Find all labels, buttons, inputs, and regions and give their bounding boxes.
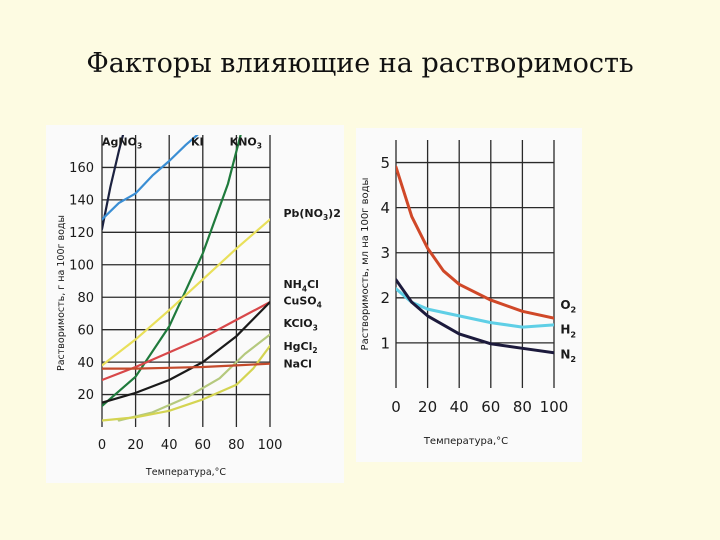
x-tick-label: 80 bbox=[228, 438, 245, 453]
y-tick-label: 40 bbox=[77, 356, 94, 371]
x-tick-label: 60 bbox=[481, 398, 500, 416]
series-label-NH4Cl: NH4Cl bbox=[283, 278, 318, 293]
solids-solubility-chart-panel: 0 20 40 60 80 100 20 40 60 80 100 120 140 160 Температ… bbox=[46, 125, 344, 483]
y-tick-label: 80 bbox=[77, 291, 94, 306]
series-line-NaCl bbox=[102, 362, 270, 370]
series-lines bbox=[396, 165, 554, 355]
y-tick-label: 4 bbox=[380, 199, 390, 217]
x-tick-label: 20 bbox=[418, 398, 437, 416]
y-axis-label: Растворимость, мл на 100г воды bbox=[360, 178, 371, 351]
series-line-CuSO4 bbox=[102, 301, 270, 404]
series-line-KI bbox=[102, 135, 199, 221]
series-label-Pb(NO3)2: Pb(NO3)2 bbox=[283, 207, 340, 222]
series-line-Pb(NO3)2 bbox=[102, 218, 270, 367]
series-line-KClO3 bbox=[117, 333, 270, 422]
x-tick-label: 60 bbox=[195, 438, 212, 453]
series-line-AgNO3 bbox=[102, 135, 125, 231]
x-tick-label: 80 bbox=[513, 398, 532, 416]
y-tick-label: 100 bbox=[69, 258, 94, 273]
x-axis-label: Температура,°C bbox=[423, 436, 508, 447]
series-label-NaCl: NaCl bbox=[283, 358, 311, 371]
y-tick-label: 5 bbox=[380, 154, 390, 172]
y-axis-label: Растворимость, г на 100г воды bbox=[56, 215, 67, 371]
x-axis-label: Температура,°C bbox=[145, 467, 226, 478]
series-line-KNO3 bbox=[102, 135, 242, 407]
series-label-AgNO3: AgNO3 bbox=[102, 135, 142, 150]
series-label-KClO3: KClO3 bbox=[283, 317, 317, 332]
solids-solubility-chart: 0 20 40 60 80 100 20 40 60 80 100 120 140 160 Температ… bbox=[56, 135, 341, 478]
slide-title: Факторы влияющие на растворимость bbox=[86, 48, 634, 79]
series-line-O2 bbox=[396, 165, 554, 320]
y-tick-label: 2 bbox=[380, 289, 390, 307]
x-tick-label: 100 bbox=[540, 398, 569, 416]
x-tick-label: 0 bbox=[391, 398, 401, 416]
gases-solubility-chart: 0 20 40 60 80 100 1 2 3 4 5 Температура,°C Растворим… bbox=[360, 140, 576, 447]
series-label-CuSO4: CuSO4 bbox=[283, 294, 321, 309]
y-tick-label: 160 bbox=[69, 161, 94, 176]
y-tick-label: 140 bbox=[69, 194, 94, 209]
y-tick-label: 60 bbox=[77, 323, 94, 338]
y-tick-label: 3 bbox=[380, 244, 390, 262]
series-line-N2 bbox=[396, 278, 554, 355]
series-label-H2: H2 bbox=[560, 323, 576, 340]
x-tick-label: 40 bbox=[161, 438, 178, 453]
x-tick-label: 100 bbox=[258, 438, 283, 453]
series-label-KI: KI bbox=[191, 135, 204, 148]
x-tick-label: 40 bbox=[450, 398, 469, 416]
gases-solubility-chart-panel: 0 20 40 60 80 100 1 2 3 4 5 Температура,°C Растворим… bbox=[356, 128, 582, 462]
series-label-KNO3: KNO3 bbox=[230, 135, 262, 150]
series-label-N2: N2 bbox=[560, 348, 576, 365]
y-tick-label: 20 bbox=[77, 388, 94, 403]
series-lines bbox=[102, 135, 270, 422]
series-label-HgCl2: HgCl2 bbox=[283, 340, 317, 355]
x-tick-label: 0 bbox=[98, 438, 106, 453]
series-label-O2: O2 bbox=[560, 298, 576, 315]
y-tick-label: 120 bbox=[69, 226, 94, 241]
y-tick-label: 1 bbox=[380, 334, 390, 352]
series-line-HgCl2 bbox=[102, 344, 270, 422]
x-tick-label: 20 bbox=[127, 438, 144, 453]
